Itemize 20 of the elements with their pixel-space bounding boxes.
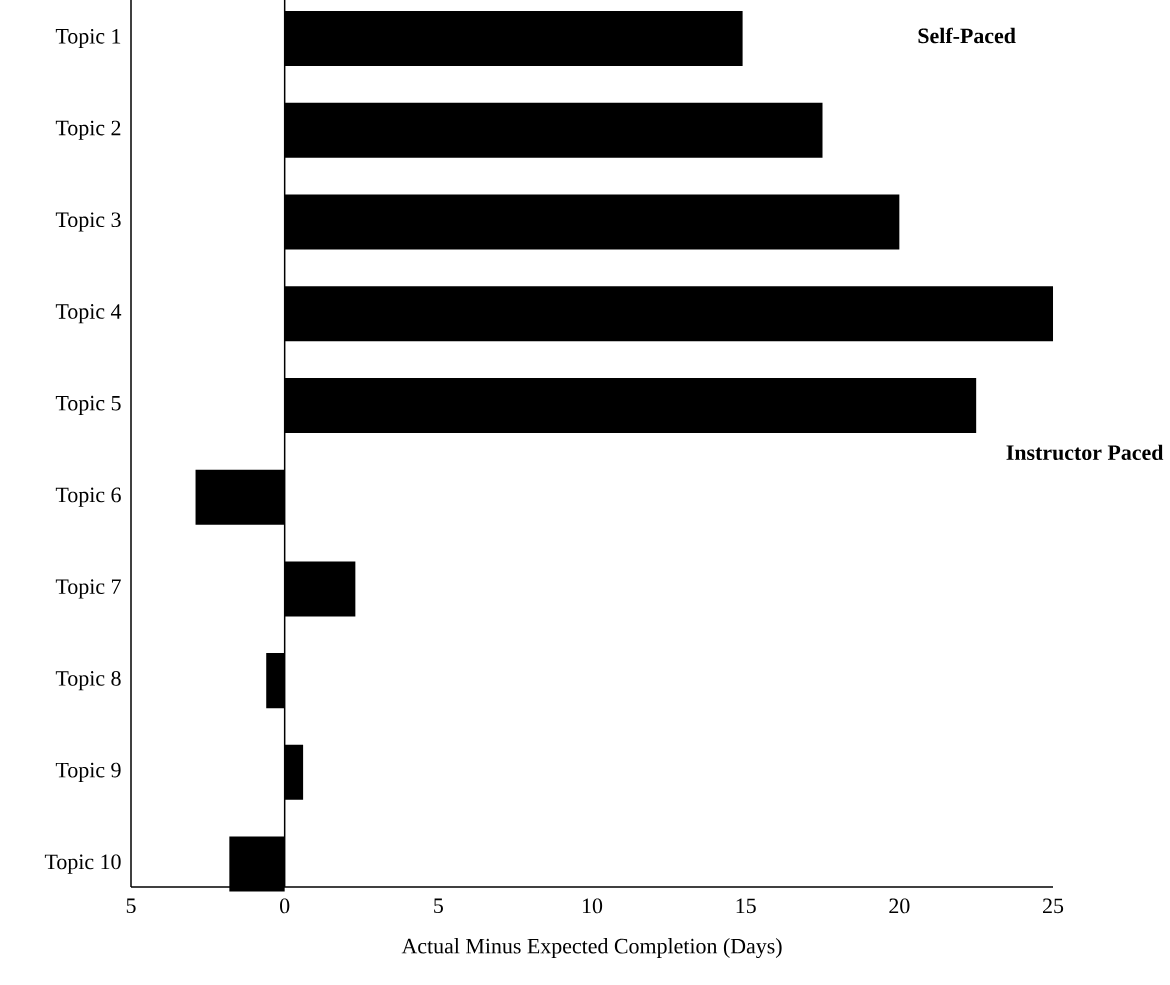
y-tick-label: Topic 3 <box>55 212 121 232</box>
x-tick-label: 25 <box>1043 898 1064 914</box>
y-tick-label: Topic 4 <box>55 304 122 324</box>
x-tick-label: 5 <box>434 898 443 914</box>
x-tick-label: 0 <box>280 898 290 914</box>
y-tick-label: Topic 10 <box>44 854 121 874</box>
y-tick-label: Topic 5 <box>55 395 121 416</box>
x-tick-label: 10 <box>582 898 603 914</box>
annotation: Instructor Paced <box>1006 444 1164 461</box>
annotation: Self-Paced <box>918 27 1016 44</box>
x-tick-label: 20 <box>889 898 910 914</box>
y-tick-label: Topic 6 <box>55 487 121 507</box>
y-tick-label: Topic 7 <box>55 579 121 599</box>
x-axis-title: Actual Minus Expected Completion (Days) <box>401 938 782 959</box>
y-tick-label: Topic 2 <box>55 120 121 140</box>
x-tick-label: 5 <box>126 898 136 914</box>
y-tick-label: Topic 9 <box>55 762 121 782</box>
y-tick-label: Topic 8 <box>55 671 121 691</box>
x-tick-label: 15 <box>736 898 756 914</box>
y-tick-label: Topic 1 <box>55 28 121 49</box>
